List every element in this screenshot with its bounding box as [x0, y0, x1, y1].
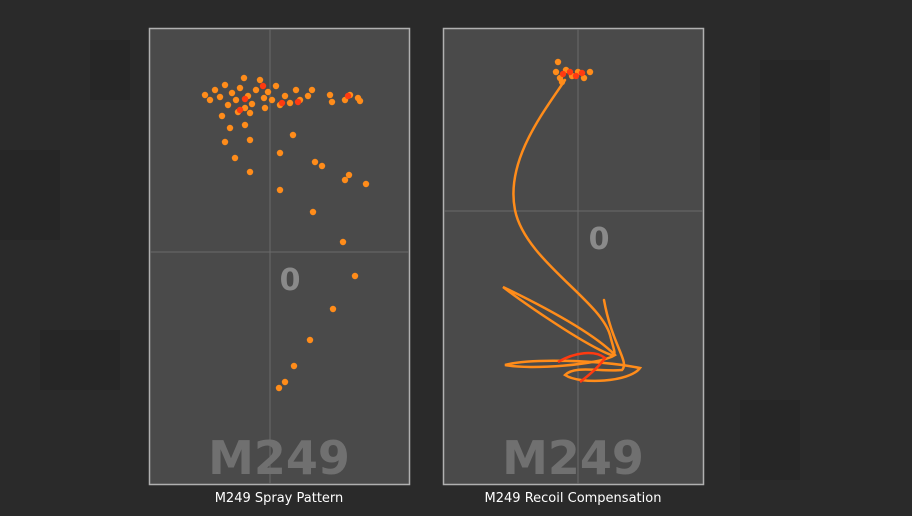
recoil-path-highlight [557, 351, 607, 383]
panel-frame [442, 27, 705, 486]
dot [309, 208, 317, 216]
dot [290, 362, 298, 370]
spray-panel: 0 M249 [148, 27, 411, 486]
dot [294, 98, 302, 106]
origin-label: 0 [589, 222, 610, 257]
dot [206, 96, 214, 104]
dot [246, 168, 254, 176]
dot [276, 186, 284, 194]
dot [228, 89, 236, 97]
dot [362, 180, 370, 188]
dot [241, 121, 249, 129]
dot [286, 99, 294, 107]
dot [281, 378, 289, 386]
dot [246, 109, 254, 117]
dot [259, 82, 267, 90]
dot [578, 69, 586, 77]
dot [580, 74, 588, 82]
dot [554, 58, 562, 66]
panel-frame [148, 27, 411, 486]
dot [292, 86, 300, 94]
dot [278, 99, 286, 107]
dot [218, 112, 226, 120]
dot [586, 68, 594, 76]
dot [211, 86, 219, 94]
cluster-dots [552, 58, 594, 86]
weapon-label: M249 [502, 431, 644, 485]
dot [304, 92, 312, 100]
dot [552, 68, 560, 76]
dot [311, 158, 319, 166]
dot [260, 94, 268, 102]
dot [261, 104, 269, 112]
dot [566, 68, 574, 76]
dot [572, 72, 580, 80]
dot [232, 96, 240, 104]
dot [231, 154, 239, 162]
recoil-path [502, 78, 643, 383]
dot [559, 70, 567, 78]
dot [281, 92, 289, 100]
dot [341, 176, 349, 184]
dot [246, 136, 254, 144]
dot [275, 384, 283, 392]
dot [328, 98, 336, 106]
dot [351, 272, 359, 280]
dot [276, 149, 284, 157]
dot [344, 92, 352, 100]
dot [318, 162, 326, 170]
compensation-panel: 0 M249 [442, 27, 705, 486]
dot [256, 76, 264, 84]
dot [289, 131, 297, 139]
dot [326, 91, 334, 99]
caption: M249 Recoil Compensation [485, 491, 662, 506]
dot [236, 84, 244, 92]
dot [306, 336, 314, 344]
dot [356, 97, 364, 105]
dot [339, 238, 347, 246]
dot [272, 82, 280, 90]
dot [264, 88, 272, 96]
dot [345, 171, 353, 179]
dot [236, 106, 244, 114]
dot [308, 86, 316, 94]
dot [252, 86, 260, 94]
dot [201, 91, 209, 99]
spray-dots [201, 74, 370, 392]
weapon-label: M249 [208, 431, 350, 485]
dot [216, 93, 224, 101]
dot [241, 104, 249, 112]
dot [268, 96, 276, 104]
background-pattern [0, 40, 912, 480]
dot [221, 138, 229, 146]
origin-label: 0 [280, 263, 301, 298]
dot [226, 124, 234, 132]
caption: M249 Spray Pattern [215, 491, 344, 506]
dot [241, 95, 249, 103]
dot [329, 305, 337, 313]
dot [240, 74, 248, 82]
dot [248, 100, 256, 108]
dot [221, 81, 229, 89]
dot [224, 101, 232, 109]
dot [558, 78, 566, 86]
